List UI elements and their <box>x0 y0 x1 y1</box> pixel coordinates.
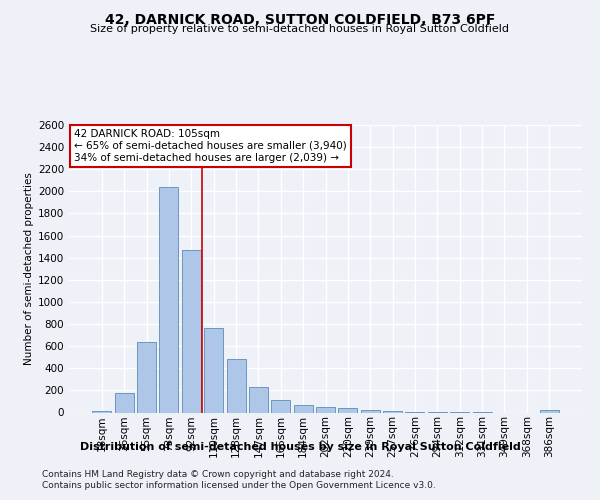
Y-axis label: Number of semi-detached properties: Number of semi-detached properties <box>24 172 34 365</box>
Bar <box>227 360 245 412</box>
Text: Distribution of semi-detached houses by size in Royal Sutton Coldfield: Distribution of semi-detached houses by … <box>80 442 520 452</box>
Bar <box>160 187 178 412</box>
Bar <box>271 400 290 412</box>
Bar <box>539 410 559 412</box>
Bar <box>293 406 313 412</box>
Bar <box>383 410 402 412</box>
Bar <box>137 342 156 412</box>
Bar <box>204 328 223 412</box>
Text: Size of property relative to semi-detached houses in Royal Sutton Coldfield: Size of property relative to semi-detach… <box>91 24 509 34</box>
Bar <box>316 407 335 412</box>
Bar <box>249 387 268 412</box>
Bar <box>182 250 201 412</box>
Text: 42, DARNICK ROAD, SUTTON COLDFIELD, B73 6PF: 42, DARNICK ROAD, SUTTON COLDFIELD, B73 … <box>105 12 495 26</box>
Text: 42 DARNICK ROAD: 105sqm
← 65% of semi-detached houses are smaller (3,940)
34% of: 42 DARNICK ROAD: 105sqm ← 65% of semi-de… <box>74 130 347 162</box>
Text: Contains HM Land Registry data © Crown copyright and database right 2024.: Contains HM Land Registry data © Crown c… <box>42 470 394 479</box>
Bar <box>115 393 134 412</box>
Bar <box>338 408 358 412</box>
Bar <box>361 410 380 412</box>
Text: Contains public sector information licensed under the Open Government Licence v3: Contains public sector information licen… <box>42 481 436 490</box>
